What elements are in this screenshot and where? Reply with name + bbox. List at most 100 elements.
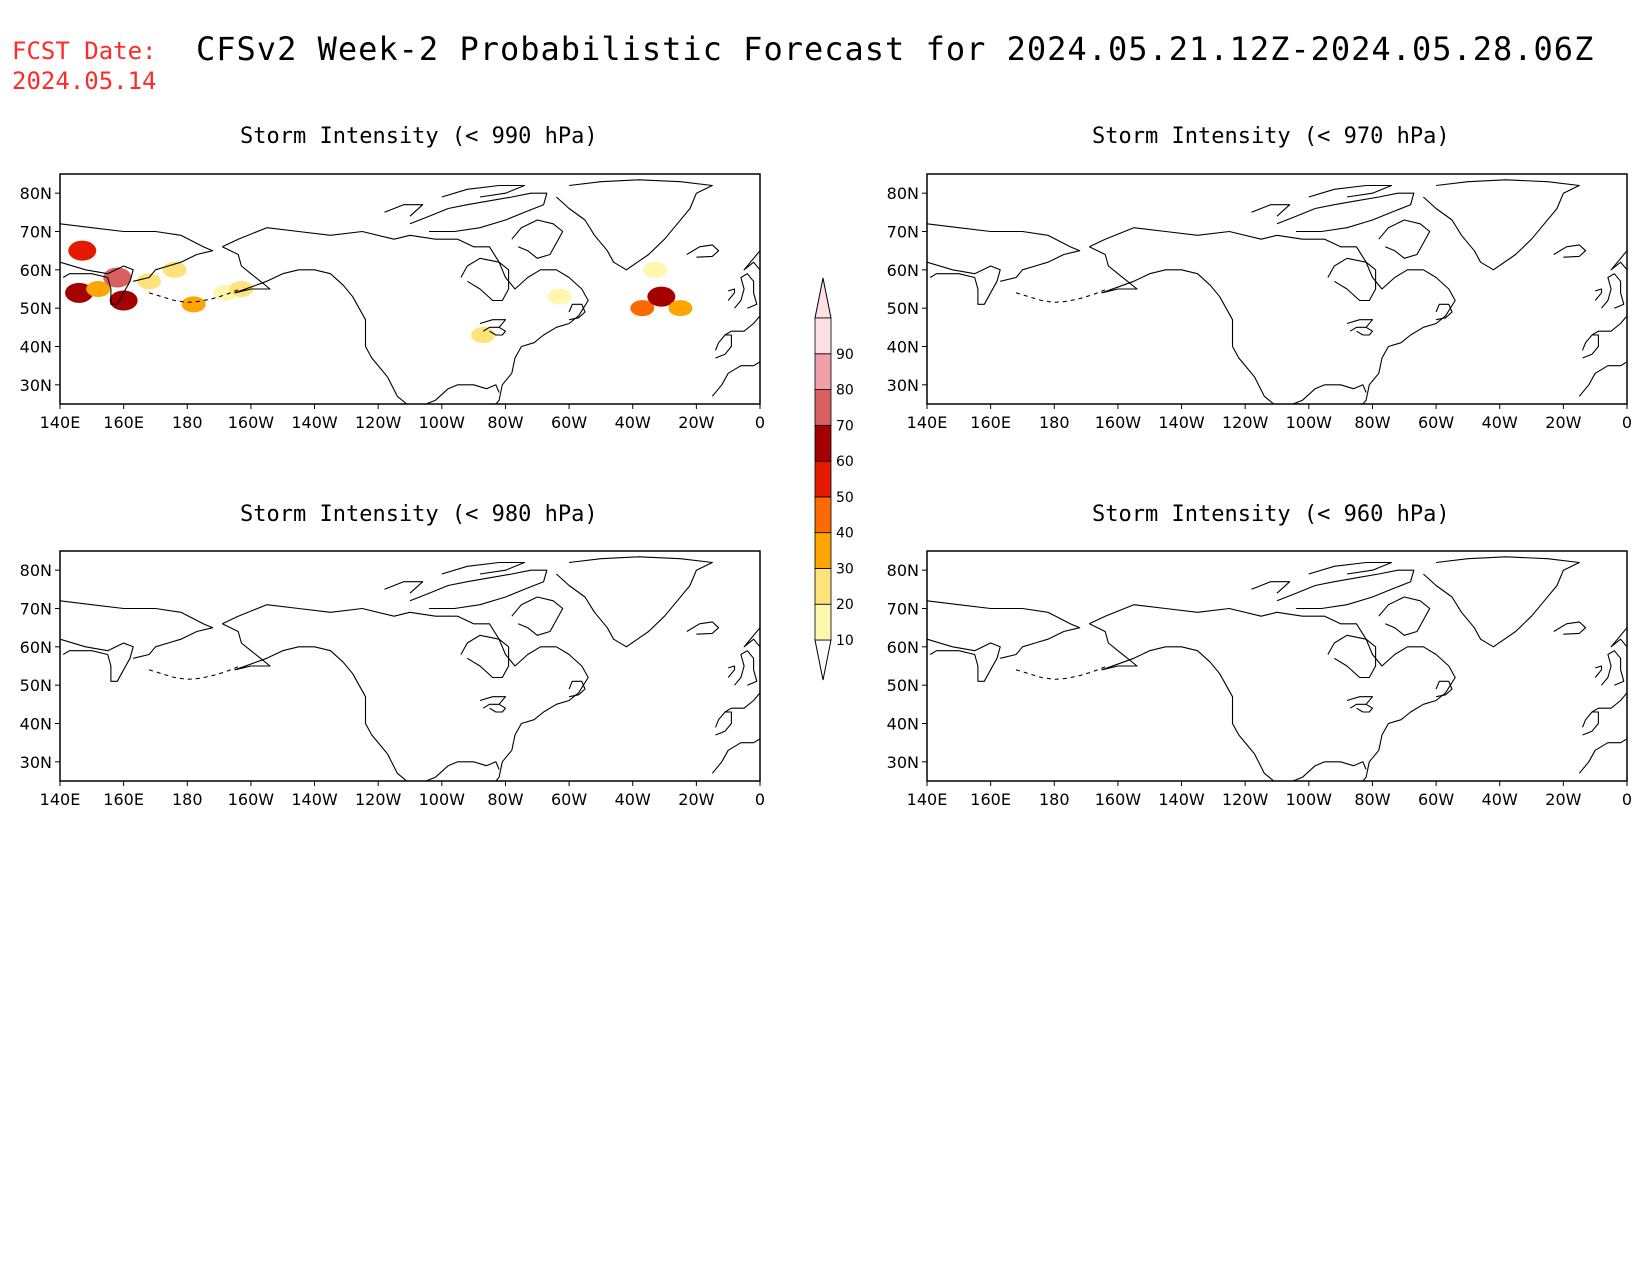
lon-tick-label: 20W	[1545, 413, 1581, 432]
coastline	[1327, 257, 1377, 302]
map-area	[927, 179, 1627, 404]
coastline	[724, 627, 760, 713]
lat-tick-label: 30N	[887, 753, 919, 772]
coastline	[425, 384, 500, 404]
coastline	[568, 680, 586, 698]
lon-tick-label: 180	[172, 413, 203, 432]
prob-region-0	[68, 240, 97, 261]
lon-tick-label: 140W	[1158, 790, 1205, 809]
lat-tick-label: 80N	[887, 184, 919, 203]
coastline	[724, 250, 760, 336]
colorbar-label-70: 70	[836, 418, 854, 434]
lon-tick-label: 80W	[487, 790, 523, 809]
coastline	[60, 261, 134, 305]
map-frame	[59, 173, 761, 405]
coastline	[727, 288, 736, 301]
coastline	[1276, 569, 1415, 610]
lon-tick-label: 60W	[1418, 790, 1454, 809]
coastline	[714, 711, 732, 736]
coastline	[686, 244, 720, 258]
lon-tick-label: 160W	[228, 790, 275, 809]
coastline	[489, 326, 507, 336]
prob-region-4	[109, 290, 138, 311]
lat-tick-label: 70N	[20, 223, 52, 242]
coastline	[1251, 204, 1291, 217]
lon-tick-label: 100W	[1286, 790, 1333, 809]
lon-tick-label: 160W	[228, 413, 275, 432]
map-area	[60, 179, 760, 404]
lat-tick-label: 30N	[887, 376, 919, 395]
colorbar: 10 20 30 40 50 60 70 80 90	[814, 277, 854, 681]
panel-title-980: Storm Intensity (< 980 hPa)	[240, 502, 598, 527]
coastline	[1015, 289, 1106, 303]
lon-tick-label: 40W	[615, 790, 651, 809]
lon-tick-label: 180	[172, 790, 203, 809]
map-panel-p990: 140E 160E 180 160W 140W 120W 100W 80W 60W 40W 20W 0…	[20, 173, 765, 432]
lon-tick-label: 80W	[487, 413, 523, 432]
coastline	[1308, 184, 1393, 198]
lon-tick-label: 40W	[1482, 413, 1518, 432]
prob-region-13	[647, 286, 676, 307]
coastline	[1356, 326, 1374, 336]
lon-tick-label: 140E	[907, 413, 948, 432]
lon-tick-label: 160E	[103, 413, 144, 432]
coastline	[1346, 696, 1374, 709]
fcst-date-label: FCST Date: 2024.05.14	[12, 36, 157, 96]
lon-tick-label: 40W	[615, 413, 651, 432]
lon-tick-label: 60W	[551, 413, 587, 432]
coastline	[1435, 680, 1453, 698]
lon-tick-label: 160E	[970, 790, 1011, 809]
coastline	[927, 600, 1081, 659]
lat-tick-label: 60N	[20, 638, 52, 657]
lat-tick-label: 70N	[887, 600, 919, 619]
coastline	[60, 223, 214, 282]
coastline	[1578, 738, 1627, 774]
lat-tick-label: 60N	[887, 261, 919, 280]
coastline	[1553, 621, 1587, 635]
lon-tick-label: 140E	[907, 790, 948, 809]
coastline	[556, 179, 713, 271]
lon-tick-label: 0	[1622, 790, 1632, 809]
prob-region-11	[547, 288, 572, 305]
page-title: CFSv2 Week-2 Probabilistic Forecast for …	[196, 30, 1595, 68]
coastline	[1327, 634, 1377, 679]
coastline	[1594, 288, 1603, 301]
lat-tick-label: 40N	[887, 338, 919, 357]
coastline	[1089, 246, 1275, 404]
lat-tick-label: 70N	[20, 600, 52, 619]
colorbar-swatch-50	[814, 460, 832, 498]
coastline	[222, 227, 589, 404]
colorbar-label-30: 30	[836, 561, 854, 577]
coastline	[425, 761, 500, 781]
coastline	[441, 184, 526, 198]
lat-tick-label: 50N	[887, 299, 919, 318]
prob-region-10	[471, 327, 496, 343]
coastline	[711, 738, 760, 774]
coastline	[1089, 227, 1456, 404]
lon-tick-label: 140W	[291, 790, 338, 809]
map-panel-p970: 140E 160E 180 160W 140W 120W 100W 80W 60W 40W 20W 0…	[887, 173, 1632, 432]
coastline	[556, 556, 713, 648]
prob-region-15	[668, 300, 693, 317]
coastline	[222, 246, 408, 404]
colorbar-swatch-20	[814, 568, 832, 605]
coastline	[1423, 179, 1580, 271]
coastline	[1378, 596, 1431, 636]
coastline	[1423, 556, 1580, 648]
coastline	[1089, 604, 1456, 781]
lat-tick-label: 30N	[20, 753, 52, 772]
map-frame	[926, 173, 1628, 405]
lat-tick-label: 80N	[887, 561, 919, 580]
coastline	[460, 257, 510, 302]
lat-tick-label: 50N	[20, 299, 52, 318]
lon-tick-label: 80W	[1354, 413, 1390, 432]
colorbar-swatch-90	[814, 317, 832, 355]
lon-tick-label: 20W	[678, 790, 714, 809]
lon-tick-label: 60W	[1418, 413, 1454, 432]
lon-tick-label: 0	[755, 413, 765, 432]
coastline	[568, 303, 586, 321]
lon-tick-label: 0	[1622, 413, 1632, 432]
coastline	[409, 569, 548, 610]
lon-tick-label: 120W	[355, 790, 402, 809]
